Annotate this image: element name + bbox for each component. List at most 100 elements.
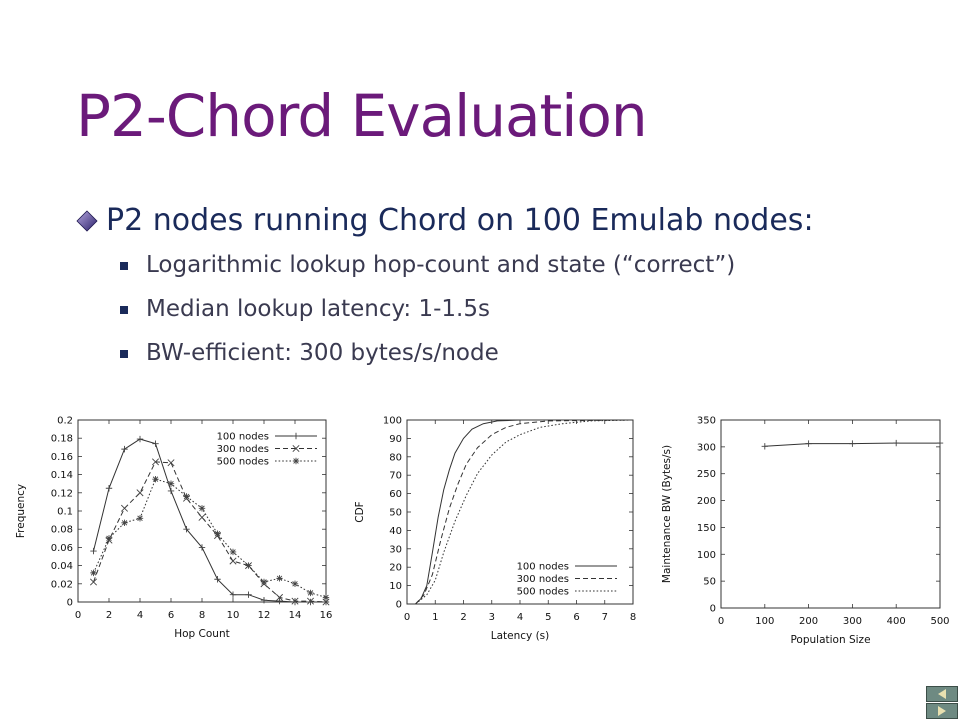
data-point [260,596,268,604]
x-tick-label: 12 [258,610,271,621]
sub-bullet: Median lookup latency: 1-1.5s [76,288,936,330]
x-tick-label: 4 [517,612,523,623]
y-tick-label: 0 [67,598,73,609]
x-axis-label: Hop Count [174,628,230,640]
y-tick-label: 60 [389,489,402,500]
x-tick-label: 5 [545,612,551,623]
x-tick-label: 500 [930,616,949,627]
x-tick-label: 300 [843,616,862,627]
y-tick-label: 50 [703,577,716,588]
x-tick-label: 100 [755,616,774,627]
x-tick-label: 2 [106,610,112,621]
legend-marker [292,432,300,440]
data-point [893,439,900,447]
data-point [229,548,237,556]
data-point [805,440,812,447]
legend-label: 100 nodes [517,562,569,573]
series-line [415,419,634,605]
series-line [93,438,326,603]
y-tick-label: 300 [697,442,716,453]
left-arrow-icon [938,689,946,699]
y-tick-label: 200 [697,496,716,507]
data-point [105,485,113,492]
y-tick-label: 0 [710,604,716,615]
y-tick-label: 350 [697,416,716,427]
data-point [198,513,206,521]
slide-nav [926,686,960,720]
y-tick-label: 0 [396,600,402,611]
data-point [90,547,97,555]
data-point [276,597,283,605]
data-point [291,580,299,587]
x-tick-label: 400 [887,616,906,627]
legend-label: 500 nodes [217,457,269,468]
next-slide-button[interactable] [926,703,958,719]
legend-marker [292,457,300,465]
legend-label: 500 nodes [517,587,569,598]
y-tick-label: 100 [383,416,402,427]
data-point [136,435,144,443]
legend-label: 300 nodes [517,574,569,585]
data-point [89,578,98,586]
x-tick-label: 8 [199,610,205,621]
x-tick-label: 2 [460,612,466,623]
y-tick-label: 80 [389,452,402,463]
y-tick-label: 0.1 [57,507,73,518]
data-point [183,526,190,533]
data-point [214,576,221,583]
x-tick-label: 10 [227,610,240,621]
data-point [291,598,299,606]
legend-marker [292,444,300,453]
maintenance-bw-chart: 0 100 200 300 400 500 0 50 100 150 200 250 300 350 Pop… [655,408,950,653]
y-tick-label: 90 [389,434,402,445]
sub-bullet: BW-efficient: 300 bytes/s/node [76,332,936,374]
sub-bullet-text: Median lookup latency: 1-1.5s [146,296,490,322]
x-tick-label: 200 [799,616,818,627]
x-tick-label: 0 [718,616,724,627]
data-point [167,480,175,487]
y-tick-label: 0.08 [51,525,73,536]
data-point [90,569,97,577]
data-point [322,594,330,601]
data-point [849,440,856,447]
data-point [214,530,221,537]
y-tick-label: 0.18 [51,434,73,445]
sub-bullet-text: BW-efficient: 300 bytes/s/node [146,340,499,366]
data-point [152,440,159,447]
data-point [121,445,128,453]
data-point [245,591,252,598]
slide-title: P2-Chord Evaluation [76,82,648,150]
right-arrow-icon [938,706,946,716]
y-tick-label: 100 [697,550,716,561]
hop-count-chart: 0 2 4 6 8 10 12 14 16 0 0.02 0.04 0.06 0.08 0.1 0.12 0.1… [10,408,335,653]
square-bullet-icon [120,262,128,270]
y-axis-label: CDF [354,501,366,522]
series-line [93,461,327,603]
data-point [245,562,252,569]
y-tick-label: 30 [389,544,402,555]
prev-slide-button[interactable] [926,686,958,702]
latency-cdf-chart: 0 1 2 3 4 5 6 7 8 0 10 20 30 40 50 60 70 80 90 100 Latency (… [345,408,643,653]
data-point [198,544,206,551]
y-tick-label: 0.12 [51,488,73,499]
data-point [275,593,284,601]
data-point [761,443,768,450]
x-tick-label: 8 [630,612,636,623]
data-point [229,557,237,565]
y-tick-label: 0.16 [51,452,73,463]
bullet-level1: P2 nodes running Chord on 100 Emulab nod… [76,200,936,242]
data-point [121,519,128,527]
x-tick-label: 0 [75,610,81,621]
data-point [167,459,175,467]
y-tick-label: 50 [389,508,402,519]
data-point [136,515,144,522]
bullet-text: P2 nodes running Chord on 100 Emulab nod… [106,203,814,238]
y-tick-label: 10 [389,581,402,592]
x-tick-label: 7 [602,612,608,623]
y-tick-label: 20 [389,563,402,574]
y-axis-label: Maintenance BW (Bytes/s) [661,445,673,583]
y-tick-label: 0.04 [51,561,73,572]
data-point [183,493,190,500]
data-point [151,458,160,466]
data-point [936,439,944,447]
